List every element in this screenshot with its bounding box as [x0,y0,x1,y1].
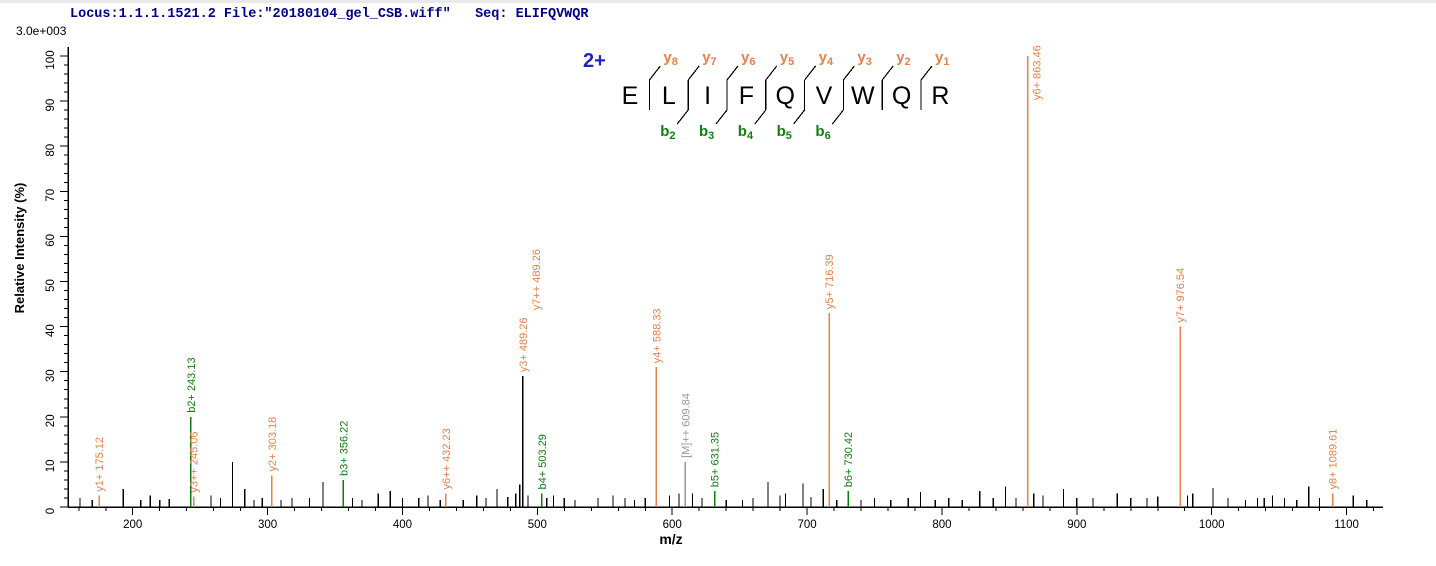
y-tick-label: 60 [45,234,57,247]
b-ion-tick [676,109,689,125]
x-tick-label: 400 [393,519,412,531]
residue-R: R [931,82,949,110]
y-ion-tick [648,65,661,81]
y-ion-label-y3: y3 [857,49,871,68]
y-axis-title: Relative Intensity (%) [12,183,27,314]
y-ion-tick [842,65,855,81]
residue-Q: Q [892,82,911,110]
peak-label: y7+ 976.54 [1175,268,1187,323]
peak-label: y3+ 489.26 [518,317,530,372]
peak-label: y1+ 175.12 [94,437,106,492]
peak-label: y3++ 245.06 [189,431,201,492]
y-ion-label-y1: y1 [935,49,949,68]
residue-I: I [704,82,711,110]
spectrum-content: 200 300 400 500 600 700 800 900 1000 1100 0 10 20 30 4… [45,45,1383,531]
x-tick-label: 600 [663,519,682,531]
y-tick-label: 0 [45,508,57,514]
y-ion-label-y2: y2 [896,49,910,68]
y-ion-tick [765,65,778,81]
y-tick-label: 80 [45,144,57,157]
peak-label: b5+ 631.35 [710,432,722,487]
y-tick-label: 30 [45,369,57,382]
x-tick-label: 500 [528,519,547,531]
peak-label: y6+ 863.46 [1032,45,1044,100]
peak-label: y4+ 588.33 [651,308,663,363]
y-ion-label-y7: y7 [702,49,716,68]
x-tick-label: 1000 [1199,519,1225,531]
y-ion-tick [881,65,894,81]
b-ion-label-b6: b6 [815,123,830,142]
peak-label: b2+ 243.13 [186,357,198,412]
y-ion-tick [920,65,933,81]
residue-Q: Q [775,82,794,110]
b-ion-label-b4: b4 [738,123,754,142]
x-tick-label: 800 [932,519,951,531]
locus-header: Locus:1.1.1.1521.2 File:"20180104_gel_CS… [70,7,589,22]
peak-label: [M]++ 609.84 [680,393,692,458]
peak-label: y2+ 303.18 [267,417,279,472]
b-ion-label-b2: b2 [660,123,675,142]
y-tick-label: 90 [45,99,57,112]
residue-E: E [622,82,639,110]
y-ion-label-y6: y6 [741,49,755,68]
y-ion-tick [687,65,700,81]
peak-label: b6+ 730.42 [843,432,855,487]
peak-label: y7++ 489.26 [531,249,543,310]
b-ion-tick [754,109,767,125]
y-tick-label: 20 [45,414,57,427]
x-axis-title: m/z [659,531,682,547]
b-ion-tick [831,109,844,125]
x-tick-label: 900 [1067,519,1086,531]
y-ion-label-y4: y4 [819,49,834,68]
y-tick-label: 10 [45,460,57,473]
y-tick-label: 100 [45,50,57,69]
peak-label: y6++ 432.23 [441,428,453,489]
intensity-scale-note: 3.0e+003 [16,24,67,38]
peak-label: y8+ 1089.61 [1328,429,1340,490]
x-tick-label: 300 [258,519,277,531]
y-ion-label-y8: y8 [663,49,677,68]
y-ion-label-y5: y5 [780,49,794,68]
y-tick-label: 50 [45,279,57,292]
y-ion-tick [804,65,817,81]
residue-V: V [816,82,833,110]
window-top-edge [0,0,1436,3]
y-tick-label: 70 [45,189,57,202]
peak-label: y5+ 716.39 [824,254,836,309]
charge-state-label: 2+ [583,50,606,72]
residue-W: W [851,82,875,110]
peak-label: b4+ 503.29 [537,434,549,489]
residue-L: L [662,82,676,110]
y-ion-tick [726,65,739,81]
peak-label: b3+ 356.22 [338,421,350,476]
b-ion-tick [793,109,806,125]
x-tick-label: 200 [123,519,142,531]
x-tick-label: 700 [798,519,817,531]
residue-F: F [739,82,754,110]
x-tick-label: 1100 [1334,519,1359,531]
y-tick-label: 40 [45,324,57,337]
b-ion-label-b3: b3 [699,123,714,142]
b-ion-label-b5: b5 [777,123,792,142]
b-ion-tick [715,109,728,125]
